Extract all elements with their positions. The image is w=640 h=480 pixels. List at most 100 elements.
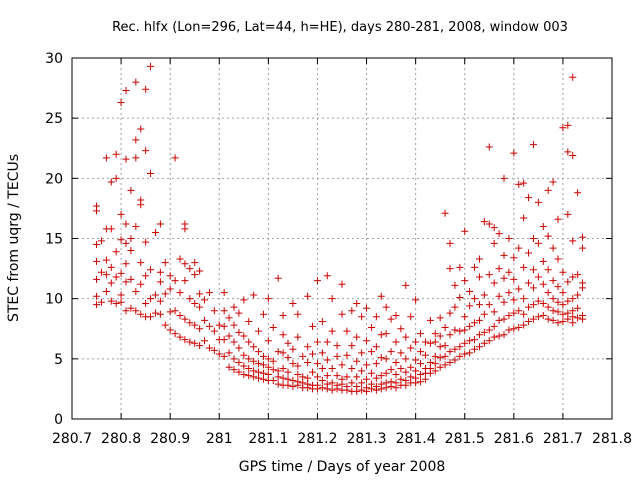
- data-point: [215, 321, 223, 329]
- data-point: [156, 310, 164, 318]
- data-point: [294, 333, 302, 341]
- data-point: [181, 260, 189, 268]
- data-point: [554, 319, 562, 327]
- data-point: [564, 309, 572, 317]
- data-point: [559, 310, 567, 318]
- data-point: [102, 287, 110, 295]
- data-point: [250, 357, 258, 365]
- data-point: [471, 319, 479, 327]
- data-point: [387, 378, 395, 386]
- data-point: [367, 380, 375, 388]
- data-point: [539, 222, 547, 230]
- x-tick-label: 281.5: [445, 431, 485, 447]
- data-point: [505, 326, 513, 334]
- data-point: [412, 356, 420, 364]
- x-tick-label: 281.6: [494, 431, 534, 447]
- data-point: [372, 383, 380, 391]
- data-point: [348, 364, 356, 372]
- data-point: [338, 280, 346, 288]
- data-point: [284, 381, 292, 389]
- data-point: [132, 78, 140, 86]
- data-point: [225, 332, 233, 340]
- data-point: [520, 295, 528, 303]
- data-point: [529, 235, 537, 242]
- data-point: [313, 373, 321, 381]
- data-point: [520, 179, 528, 187]
- data-point: [323, 356, 331, 364]
- data-point: [323, 380, 331, 388]
- data-point: [166, 272, 174, 280]
- data-point: [426, 339, 434, 347]
- data-point: [191, 299, 199, 307]
- data-point: [240, 296, 248, 304]
- y-tick-label: 15: [45, 232, 63, 248]
- data-point: [579, 279, 587, 287]
- data-point: [117, 210, 125, 218]
- data-point: [495, 292, 503, 300]
- data-point: [534, 239, 542, 247]
- data-point: [574, 189, 582, 197]
- data-point: [353, 299, 361, 307]
- data-point: [466, 302, 474, 310]
- data-point: [490, 322, 498, 330]
- data-point: [495, 316, 503, 324]
- data-point: [441, 352, 449, 360]
- data-point: [461, 227, 469, 235]
- data-point: [475, 273, 483, 281]
- data-point: [363, 337, 371, 345]
- data-point: [377, 292, 385, 300]
- data-point: [309, 350, 317, 358]
- data-point: [210, 327, 218, 335]
- data-point: [289, 376, 297, 384]
- data-point: [176, 289, 184, 297]
- data-point: [348, 307, 356, 315]
- data-point: [446, 309, 454, 317]
- data-point: [284, 354, 292, 362]
- data-point: [156, 278, 164, 286]
- data-point: [525, 279, 533, 287]
- data-point: [294, 370, 302, 378]
- data-point: [392, 370, 400, 378]
- data-point: [544, 289, 552, 297]
- data-point: [137, 196, 145, 204]
- data-point: [147, 313, 155, 321]
- data-point: [205, 344, 213, 352]
- data-point: [230, 303, 238, 311]
- data-point: [363, 361, 371, 369]
- data-point: [485, 326, 493, 334]
- data-point: [426, 316, 434, 324]
- y-tick-label: 20: [45, 171, 63, 187]
- x-tick-label: 281.7: [543, 431, 583, 447]
- data-point: [564, 315, 572, 323]
- data-point: [564, 297, 572, 305]
- data-point: [186, 338, 194, 346]
- data-point: [323, 372, 331, 380]
- x-tick-label: 281.8: [592, 431, 632, 447]
- data-point: [353, 357, 361, 365]
- data-point: [309, 322, 317, 330]
- data-point: [549, 277, 557, 285]
- data-point: [358, 367, 366, 375]
- data-point: [333, 342, 341, 350]
- x-tick-label: 281.4: [396, 431, 436, 447]
- data-point: [294, 310, 302, 318]
- data-point: [313, 338, 321, 346]
- data-point: [255, 327, 263, 335]
- data-point: [505, 235, 513, 242]
- data-point: [304, 292, 312, 300]
- data-point: [456, 327, 464, 335]
- data-point: [274, 274, 282, 282]
- data-point: [240, 370, 248, 378]
- data-point: [112, 248, 120, 256]
- data-point: [230, 355, 238, 363]
- data-point: [343, 327, 351, 335]
- data-point: [299, 352, 307, 360]
- data-point: [117, 99, 125, 107]
- data-point: [471, 263, 479, 271]
- data-point: [559, 124, 567, 132]
- data-point: [436, 343, 444, 351]
- data-point: [102, 154, 110, 162]
- data-point: [269, 357, 277, 365]
- data-point: [210, 346, 218, 354]
- data-point: [407, 344, 415, 352]
